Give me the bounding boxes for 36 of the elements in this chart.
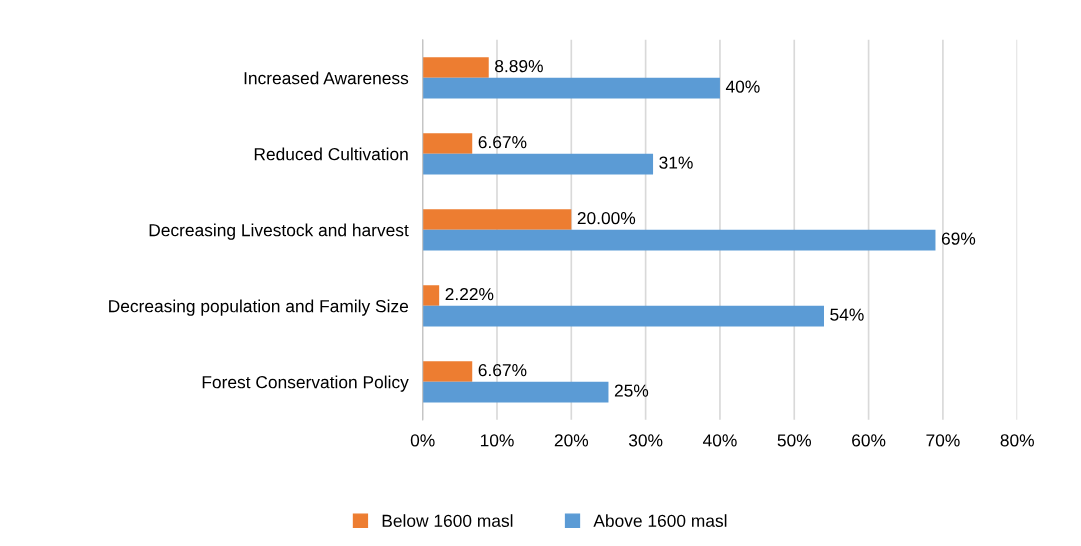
data-label: 2.22% (445, 287, 494, 301)
y-tick-label: Increased Awareness (244, 71, 409, 85)
data-label: 54% (830, 308, 864, 321)
y-tick-label: Decreasing Livestock and harvest (149, 223, 409, 240)
bar (422, 57, 489, 78)
x-tick-label: 40% (702, 434, 737, 447)
x-tick-label: 0% (410, 434, 435, 447)
x-tick-label: 30% (628, 434, 663, 447)
x-tick-label: 80% (1000, 434, 1034, 447)
bar (422, 285, 440, 306)
bar (422, 229, 936, 251)
data-label: 20.00% (577, 211, 636, 225)
data-label: 25% (614, 384, 649, 397)
bar (422, 361, 473, 382)
data-label: 69% (941, 232, 976, 245)
x-tick-label: 60% (852, 434, 886, 447)
legend-label: Above 1600 masl (593, 514, 727, 527)
x-tick-label: 50% (777, 434, 812, 447)
data-label: 40% (725, 80, 760, 93)
bar (422, 153, 654, 175)
data-label: 6.67% (478, 135, 527, 149)
y-tick-label: Decreasing population and Family Size (109, 299, 409, 316)
bar (422, 381, 609, 403)
x-tick-label: 20% (554, 434, 589, 447)
bar (422, 305, 824, 327)
data-label: 6.67% (478, 363, 527, 377)
data-label: 8.89% (495, 59, 543, 73)
x-tick-label: 70% (926, 434, 960, 447)
bar (422, 133, 473, 154)
x-tick-label: 10% (480, 434, 514, 447)
bar (422, 77, 720, 99)
data-label: 31% (659, 156, 693, 169)
y-tick-label: Forest Conservation Policy (202, 375, 409, 392)
y-tick-label: Reduced Cultivation (254, 147, 408, 161)
bar (422, 209, 572, 230)
legend-label: Below 1600 masl (382, 514, 513, 527)
